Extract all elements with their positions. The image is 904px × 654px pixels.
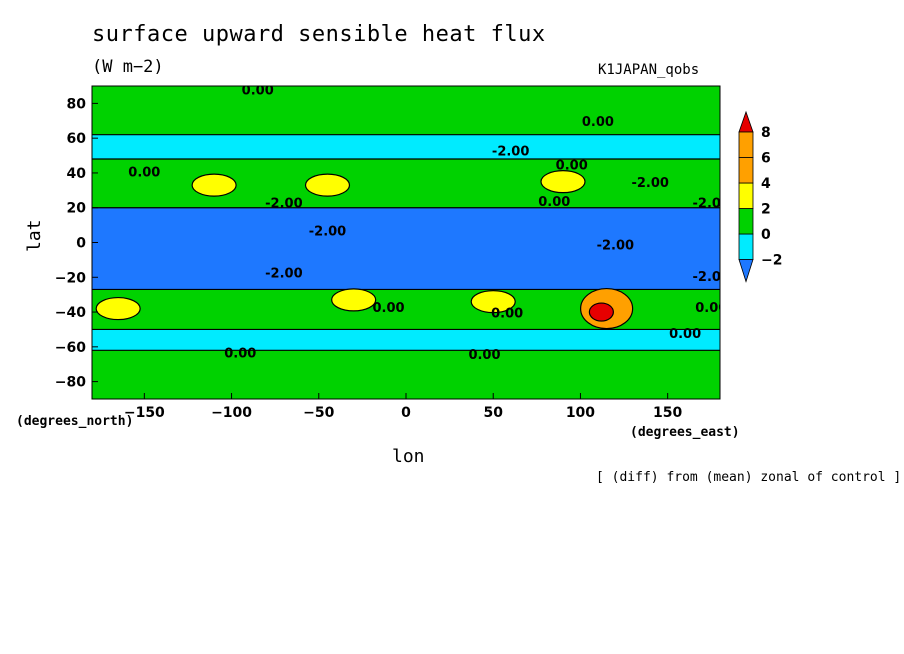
colorbar-label: 6: [761, 151, 771, 167]
colorbar-label: 8: [761, 125, 771, 141]
lat-band: [92, 159, 720, 208]
contour-label: 0.00: [242, 84, 274, 99]
anomaly-region: [95, 296, 141, 321]
x-tick-label: 0: [401, 405, 411, 421]
y-tick-label: −20: [55, 270, 86, 286]
colorbar-segment: [738, 182, 754, 209]
contour-label: 0.00: [491, 306, 523, 321]
x-axis-unit: (degrees_east): [630, 425, 740, 440]
contour-label: -2.00: [265, 197, 302, 212]
contour-label: -2.00: [693, 197, 730, 212]
colorbar-segment: [738, 157, 754, 184]
lat-band: [92, 350, 720, 399]
y-tick-label: −40: [55, 305, 86, 321]
y-axis-unit: (degrees_north): [16, 414, 134, 429]
x-tick-label: −150: [124, 405, 165, 421]
x-tick-label: 100: [566, 405, 595, 421]
contour-label: 0.00: [582, 115, 614, 130]
y-tick-label: 0: [76, 236, 86, 252]
y-tick-label: −60: [55, 340, 86, 356]
contour-label: 0.00: [695, 301, 727, 316]
lat-band: [92, 329, 720, 351]
y-tick-label: 40: [67, 166, 87, 182]
y-tick-label: 60: [67, 131, 87, 147]
lat-band: [92, 86, 720, 135]
figure-note: [ (diff) from (mean) zonal of control ]: [596, 470, 902, 485]
contour-label: 0.00: [669, 327, 701, 342]
contour-label: -2.00: [309, 225, 346, 240]
colorbar-label: −2: [761, 253, 782, 269]
x-tick-label: 150: [653, 405, 682, 421]
colorbar-label: 4: [761, 176, 771, 192]
y-tick-label: 80: [67, 96, 87, 112]
contour-label: -2.00: [693, 270, 730, 285]
x-tick-label: 50: [483, 405, 503, 421]
contour-label: 0.00: [468, 348, 500, 363]
lat-band: [92, 207, 720, 290]
colorbar-segment: [738, 208, 754, 235]
anomaly-region: [540, 170, 586, 194]
contour-label: 0.00: [556, 158, 588, 173]
colorbar-segment: [738, 233, 754, 260]
y-tick-label: −80: [55, 375, 86, 391]
y-tick-label: 20: [67, 201, 87, 217]
lat-band: [92, 134, 720, 160]
x-tick-label: −100: [211, 405, 252, 421]
anomaly-region: [191, 173, 237, 197]
contour-label: -2.00: [265, 266, 302, 281]
colorbar-extend-max: [738, 110, 754, 133]
anomaly-region: [331, 288, 377, 312]
chart-units: (W m−2): [92, 57, 164, 77]
contour-label: 0.00: [538, 195, 570, 210]
plot-area: 0.00 0.00 -2.00 0.00 0.00 -2.00 0.00 -2.00 -2.00…: [92, 84, 730, 399]
x-axis-label: lon: [392, 446, 425, 467]
x-tick-label: −50: [303, 405, 334, 421]
anomaly-region: [470, 290, 516, 314]
contour-label: -2.00: [492, 145, 529, 160]
contour-label: 0.00: [373, 301, 405, 316]
colorbar-label: 2: [761, 202, 771, 218]
run-name: K1JAPAN_qobs: [598, 62, 700, 78]
contour-label: 0.00: [224, 346, 256, 361]
colorbar-label: 0: [761, 227, 771, 243]
contour-label: -2.00: [631, 176, 668, 191]
anomaly-region: [588, 302, 614, 322]
anomaly-region: [304, 173, 351, 197]
contour-label: 0.00: [128, 165, 160, 180]
colorbar-extend-min: [738, 259, 754, 283]
chart-title: surface upward sensible heat flux: [92, 22, 546, 47]
colorbar-segment: [738, 131, 754, 158]
contour-label: -2.00: [597, 238, 634, 253]
